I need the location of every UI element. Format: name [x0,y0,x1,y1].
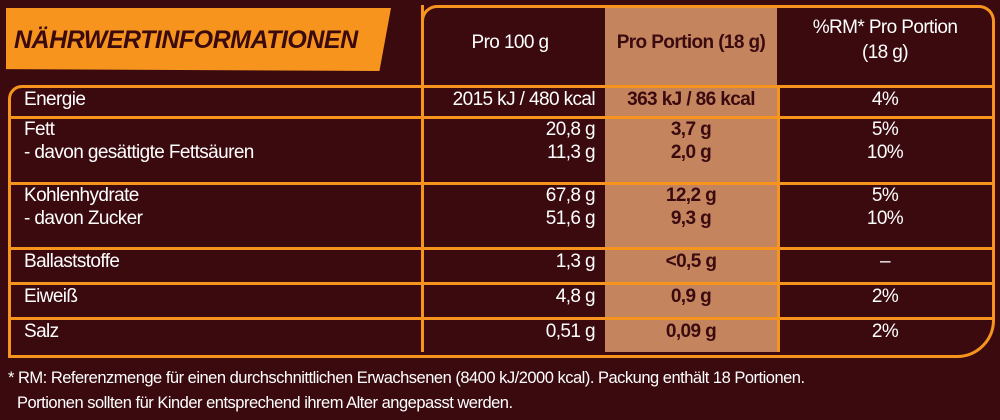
row-label: Eiweiß [24,286,78,307]
value-rm: 10% [866,208,904,229]
column-divider [421,5,424,352]
value-per100: 2015 kJ / 480 kcal [452,89,596,110]
table-box [8,85,995,358]
row-label: - davon Zucker [24,208,143,229]
value-rm: 5% [871,119,899,140]
row-label: Ballaststoffe [24,251,120,272]
row-label: Fett [24,119,55,140]
value-per-portion: 0,9 g [670,286,712,307]
value-rm: – [880,251,891,272]
value-per100: 1,3 g [555,251,596,272]
value-per-portion: 3,7 g [670,119,712,140]
footnote-line1: * RM: Referenzmenge für einen durchschni… [8,369,805,387]
footnote-line2: Portionen sollten für Kinder entsprechen… [17,394,513,412]
value-per-portion: 12,2 g [665,185,717,206]
row-label: Energie [24,89,86,110]
value-rm: 5% [871,185,899,206]
value-per-portion: 2,0 g [670,142,712,163]
value-per100: 20,8 g [545,119,596,140]
value-per100: 67,8 g [545,185,596,206]
value-rm: 2% [871,286,899,307]
portion-column-highlight [605,8,777,352]
title: NÄHRWERTINFORMATIONEN [14,26,358,54]
value-rm: 4% [871,89,899,110]
row-label: - davon gesättigte Fettsäuren [24,142,254,163]
column-divider [777,85,780,352]
header-rm-line2: (18 g) [861,42,909,63]
header-rm-line1: %RM* Pro Portion [812,17,958,38]
value-per-portion: <0,5 g [665,251,717,272]
value-rm: 10% [866,142,904,163]
row-divider [8,182,992,185]
value-per100: 11,3 g [547,142,595,163]
value-per-portion: 0,09 g [665,321,717,342]
value-rm: 2% [871,321,899,342]
row-divider [8,282,992,285]
row-label: Salz [24,321,59,342]
value-per-portion: 9,3 g [670,208,712,229]
value-per100: 51,6 g [545,208,596,229]
row-divider [8,317,992,320]
row-label: Kohlenhydrate [24,185,139,206]
row-divider [8,116,992,119]
row-divider [8,247,992,250]
value-per100: 0,51 g [545,321,596,342]
header-per100: Pro 100 g [471,32,550,53]
value-per100: 4,8 g [555,286,596,307]
header-per-portion: Pro Portion (18 g) [616,32,766,53]
value-per-portion: 363 kJ / 86 kcal [627,89,755,110]
title-banner: NÄHRWERTINFORMATIONEN [6,8,391,71]
